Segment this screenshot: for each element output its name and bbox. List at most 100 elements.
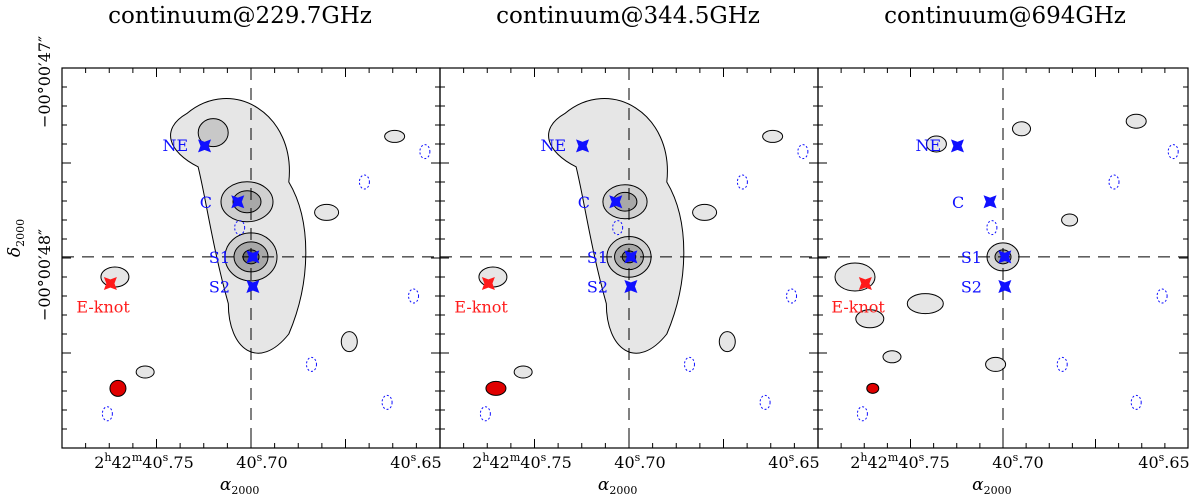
source-marker-s1 xyxy=(998,250,1012,264)
contour-peak-ne xyxy=(197,118,229,148)
ra-tick-mid: 40s.70 xyxy=(992,451,1043,472)
contour-island xyxy=(985,356,1007,372)
negative-contour xyxy=(479,406,491,422)
ra-tick-mid: 40s.70 xyxy=(614,451,665,472)
negative-contour xyxy=(683,356,695,372)
negative-contour xyxy=(305,356,317,372)
contour-island xyxy=(478,266,508,288)
source-label-c: C xyxy=(952,193,964,212)
contour-island xyxy=(340,331,358,353)
map-panel-3: NE C S1 S2 E-knot 2h42m40s.75 40s.70 40s.65 α200… xyxy=(817,67,1190,494)
ra-axis-label: α2000 xyxy=(972,475,1011,494)
source-marker-s2 xyxy=(246,279,260,294)
contour-island xyxy=(1125,113,1147,129)
contour-island xyxy=(692,203,718,221)
panel-title-3: continuum@694GHz xyxy=(884,3,1126,29)
source-label-s2: S2 xyxy=(209,278,230,297)
beam-ellipse xyxy=(866,382,880,394)
source-label-s2: S2 xyxy=(587,278,608,297)
dec-tick-top: −00°00′47″ xyxy=(35,36,54,128)
contour-island xyxy=(925,135,947,153)
source-marker-c xyxy=(983,195,997,209)
negative-contour xyxy=(759,394,771,410)
ra-tick-left: 2h42m40s.75 xyxy=(472,451,572,472)
negative-contour xyxy=(101,406,113,422)
source-marker-e-knot xyxy=(858,276,872,290)
source-label-s2: S2 xyxy=(961,278,982,297)
negative-contour xyxy=(856,406,868,422)
negative-contour xyxy=(408,288,420,304)
contour-island xyxy=(1061,213,1079,227)
source-label-e-knot: E-knot xyxy=(76,297,130,316)
source-marker-s2 xyxy=(998,279,1012,294)
contour-island xyxy=(513,365,533,379)
source-marker-c xyxy=(231,195,245,209)
source-label-s1: S1 xyxy=(587,248,608,267)
negative-contour xyxy=(1130,394,1142,410)
contour-island xyxy=(906,293,944,315)
source-label-c: C xyxy=(200,193,212,212)
dec-axis-label: δ2000 xyxy=(5,219,27,257)
contour-outer xyxy=(548,98,685,354)
negative-contour xyxy=(1056,356,1068,372)
negative-contour xyxy=(736,174,748,190)
contour-island xyxy=(314,203,340,221)
ra-tick-left: 2h42m40s.75 xyxy=(850,451,950,472)
contour-peak-c-inner xyxy=(232,190,262,214)
negative-contour xyxy=(419,144,431,160)
negative-contour xyxy=(797,144,809,160)
contour-island xyxy=(718,331,736,353)
ra-axis-label: α2000 xyxy=(220,475,259,494)
contour-island xyxy=(882,350,902,364)
panel-title-1: continuum@229.7GHz xyxy=(108,3,372,29)
beam-ellipse xyxy=(109,379,127,397)
negative-contour xyxy=(786,288,798,304)
source-marker-s2 xyxy=(624,279,638,294)
map-panel-1: NE C S1 S2 E-knot 2h42m40s.75 40s.70 40s.65 α200… xyxy=(61,67,442,494)
dec-tick-bottom: −00°00′48″ xyxy=(35,229,54,321)
map-panel-2: NE C S1 S2 E-knot 2h42m40s.75 40s.70 40s.65 α200… xyxy=(439,67,820,494)
source-marker-ne xyxy=(198,139,212,153)
ra-axis-label: α2000 xyxy=(598,475,637,494)
source-label-c: C xyxy=(578,193,590,212)
negative-contour xyxy=(612,220,624,236)
negative-contour xyxy=(381,394,393,410)
source-marker-ne xyxy=(576,139,590,153)
source-marker-c xyxy=(609,195,623,209)
ra-tick-right: 40s.65 xyxy=(390,451,441,472)
ra-tick-mid: 40s.70 xyxy=(236,451,287,472)
ra-tick-right: 40s.65 xyxy=(1138,451,1189,472)
source-label-s1: S1 xyxy=(209,248,230,267)
source-label-s1: S1 xyxy=(961,248,982,267)
contour-island xyxy=(135,365,155,379)
negative-contour xyxy=(1108,174,1120,190)
beam-ellipse xyxy=(485,380,507,396)
contour-island xyxy=(762,129,784,143)
dec-axis-subscript: 2000 xyxy=(14,219,27,247)
negative-contour xyxy=(1156,288,1168,304)
panel-title-2: continuum@344.5GHz xyxy=(496,3,760,29)
negative-contour xyxy=(234,220,246,236)
negative-contour xyxy=(1167,144,1179,160)
negative-contour xyxy=(358,174,370,190)
dec-axis-symbol: δ xyxy=(5,247,25,257)
source-marker-s1 xyxy=(246,250,260,264)
source-label-ne: NE xyxy=(915,136,941,155)
contour-island xyxy=(384,129,406,143)
contour-island xyxy=(1012,121,1031,137)
ra-tick-left: 2h42m40s.75 xyxy=(94,451,194,472)
source-label-ne: NE xyxy=(541,136,567,155)
source-marker-e-knot xyxy=(481,276,495,290)
source-marker-s1 xyxy=(624,250,638,264)
source-label-e-knot: E-knot xyxy=(831,297,885,316)
source-label-e-knot: E-knot xyxy=(454,297,508,316)
source-label-ne: NE xyxy=(163,136,189,155)
source-marker-e-knot xyxy=(103,276,117,290)
contour-outer xyxy=(170,98,307,354)
contour-island xyxy=(100,266,130,288)
negative-contour xyxy=(986,220,998,236)
contour-island xyxy=(855,309,885,329)
ra-tick-right: 40s.65 xyxy=(768,451,819,472)
source-marker-ne xyxy=(950,139,964,153)
